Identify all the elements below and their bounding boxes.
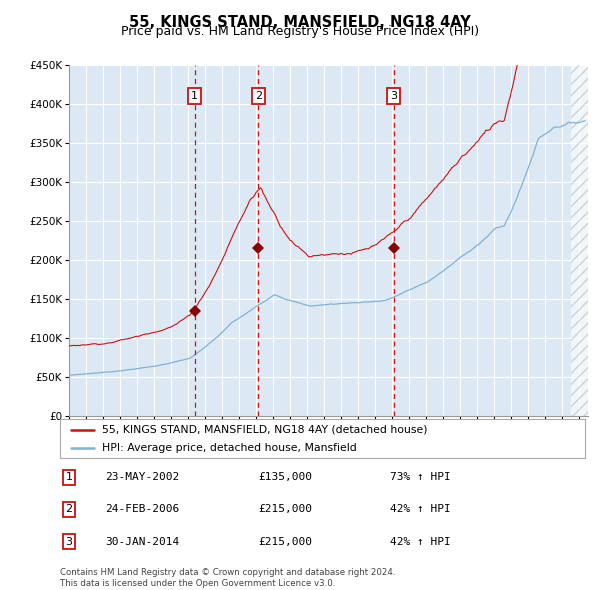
Text: 42% ↑ HPI: 42% ↑ HPI [390,504,451,514]
Text: 3: 3 [390,91,397,101]
Text: HPI: Average price, detached house, Mansfield: HPI: Average price, detached house, Mans… [102,442,357,453]
Text: 23-MAY-2002: 23-MAY-2002 [105,473,179,483]
Text: 1: 1 [191,91,198,101]
Text: 2: 2 [65,504,73,514]
Bar [571,65,588,416]
Text: Contains HM Land Registry data © Crown copyright and database right 2024.
This d: Contains HM Land Registry data © Crown c… [60,568,395,588]
Text: £215,000: £215,000 [258,536,312,546]
Text: £215,000: £215,000 [258,504,312,514]
Text: 30-JAN-2014: 30-JAN-2014 [105,536,179,546]
Text: 42% ↑ HPI: 42% ↑ HPI [390,536,451,546]
Text: 1: 1 [65,473,73,483]
Text: 2: 2 [254,91,262,101]
Text: Price paid vs. HM Land Registry's House Price Index (HPI): Price paid vs. HM Land Registry's House … [121,25,479,38]
Text: £135,000: £135,000 [258,473,312,483]
Text: 3: 3 [65,536,73,546]
Text: 73% ↑ HPI: 73% ↑ HPI [390,473,451,483]
Text: 24-FEB-2006: 24-FEB-2006 [105,504,179,514]
Text: 55, KINGS STAND, MANSFIELD, NG18 4AY: 55, KINGS STAND, MANSFIELD, NG18 4AY [129,15,471,30]
Text: 55, KINGS STAND, MANSFIELD, NG18 4AY (detached house): 55, KINGS STAND, MANSFIELD, NG18 4AY (de… [102,425,427,435]
